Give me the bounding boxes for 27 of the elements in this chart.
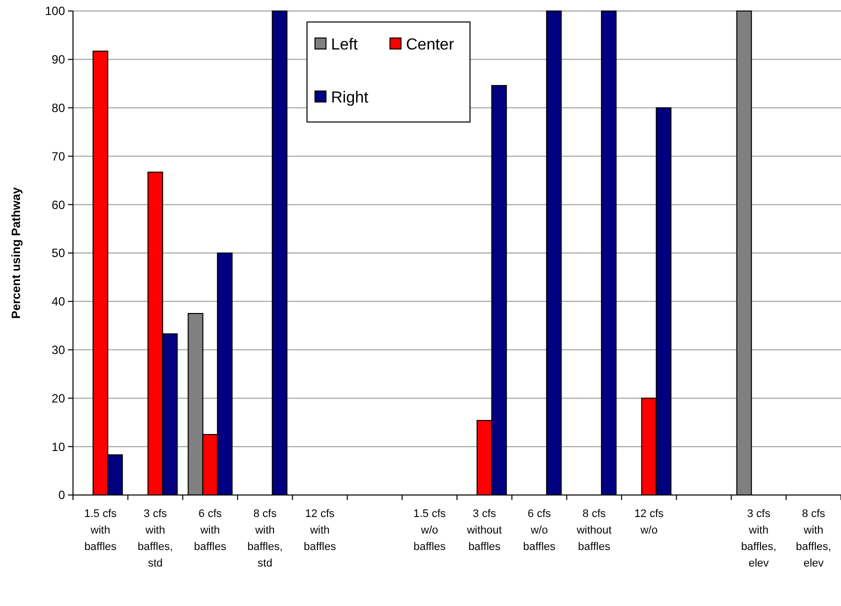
legend-label: Left <box>331 36 358 54</box>
y-tick-label: 20 <box>52 391 66 406</box>
legend-label: Center <box>406 36 455 54</box>
x-tick-label: 1.5 cfs w/o baffles <box>413 508 446 553</box>
x-tick-label: 3 cfs without baffles <box>466 508 502 553</box>
y-tick-label: 40 <box>52 294 66 309</box>
x-tick-label: 6 cfs with baffles <box>194 508 227 553</box>
y-tick-label: 80 <box>52 101 66 115</box>
y-tick-label: 100 <box>44 4 66 18</box>
x-tick-label: 6 cfs w/o baffles <box>523 508 556 553</box>
y-tick-label: 70 <box>52 149 66 164</box>
legend-label: Right <box>331 90 369 107</box>
x-tick-label: 8 cfs without baffles <box>576 508 612 553</box>
x-tick-label: 8 cfs with baffles, std <box>247 508 283 570</box>
y-tick-label: 30 <box>52 343 66 357</box>
x-tick-label: 12 cfs w/o <box>634 508 664 536</box>
x-tick-label: 3 cfs with baffles, elev <box>741 508 776 570</box>
y-tick-label: 0 <box>58 488 66 502</box>
y-tick-label: 60 <box>52 198 66 212</box>
x-tick-label: 1.5 cfs with baffles <box>84 508 118 553</box>
y-tick-label: 90 <box>52 52 66 67</box>
x-tick-label: 8 cfs with baffles, elev <box>796 508 832 570</box>
x-tick-label: 12 cfs with baffles <box>304 508 336 553</box>
x-tick-label: 3 cfs with baffles, std <box>138 508 173 570</box>
y-axis-title: Percent using Pathway <box>9 186 23 319</box>
y-tick-label: 10 <box>52 440 66 454</box>
y-tick-label: 50 <box>52 246 66 260</box>
